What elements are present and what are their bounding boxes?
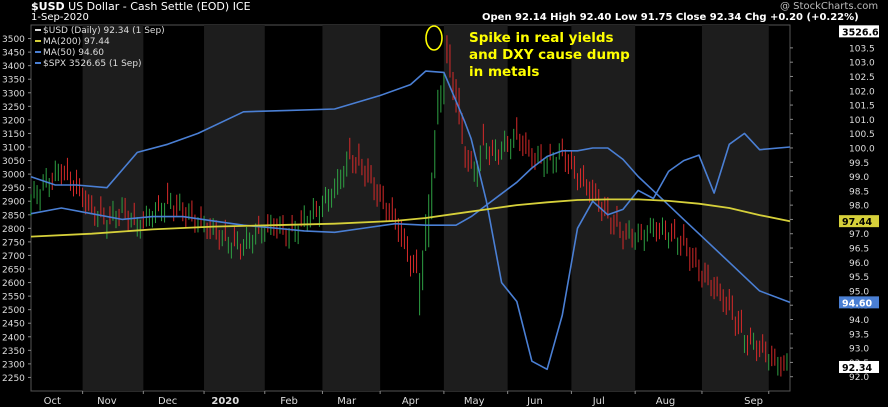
left-tick-label: 2900 (2, 198, 25, 208)
ohlc-readout: Open 92.14 High 92.40 Low 91.75 Close 92… (482, 12, 859, 23)
left-tick-label: 2500 (2, 306, 25, 316)
spike-highlight-circle (425, 25, 443, 51)
symbol: $USD (31, 0, 65, 13)
left-tick-label: 2800 (2, 225, 25, 235)
x-tick-label: May (464, 396, 485, 407)
legend-item: MA(50) 94.60 (43, 48, 104, 58)
right-tick-label: 96.0 (849, 259, 869, 269)
right-tick-label: 95.5 (849, 273, 869, 283)
symbol-name: US Dollar - Cash Settle (EOD) (68, 0, 230, 13)
left-tick-label: 2450 (2, 320, 25, 330)
x-tick-label: Jun (526, 396, 543, 407)
left-tick-label: 2350 (2, 347, 25, 357)
right-tick-label: 103.0 (849, 59, 875, 69)
legend-item: MA(200) 97.44 (43, 37, 110, 47)
annotation-text: Spike in real yields (469, 30, 614, 46)
left-tick-label: 3450 (2, 49, 25, 59)
right-tick-label: 96.5 (849, 245, 869, 255)
left-tick-label: 2850 (2, 211, 25, 221)
x-tick-label: Nov (97, 396, 117, 407)
right-tick-label: 93.0 (849, 345, 869, 355)
x-tick-label: Oct (44, 396, 61, 407)
x-tick-label: Aug (656, 396, 676, 407)
right-tick-label: 93.5 (849, 330, 869, 340)
left-tick-label: 2400 (2, 333, 25, 343)
last-value-label: 92.34 (842, 363, 872, 374)
left-tick-label: 2750 (2, 238, 25, 248)
left-tick-label: 3500 (2, 35, 25, 45)
series-line-ma-50- (30, 147, 791, 304)
x-tick-label: Dec (158, 396, 177, 407)
right-tick-label: 103.5 (849, 44, 875, 54)
left-tick-label: 3100 (2, 144, 25, 154)
x-tick-label: Jul (592, 396, 605, 407)
right-tick-label: 99.5 (849, 159, 869, 169)
plot-area (30, 24, 791, 392)
right-tick-label: 100.5 (849, 130, 875, 140)
x-tick-label: Feb (280, 396, 298, 407)
month-band (701, 25, 769, 391)
last-value-tag (839, 215, 879, 228)
right-tick-label: 101.0 (849, 116, 875, 126)
left-tick-label: 2600 (2, 279, 25, 289)
left-tick-label: 3000 (2, 171, 25, 181)
chart-title: $USD US Dollar - Cash Settle (EOD) ICE (31, 0, 251, 13)
watermark: @ StockCharts.com (780, 1, 879, 12)
right-tick-label: 100.0 (849, 144, 875, 154)
left-tick-label: 3200 (2, 116, 25, 126)
x-tick-label: Sep (744, 396, 763, 407)
last-value-tag (839, 296, 879, 309)
series-line-ma-200- (30, 198, 791, 238)
x-tick-label: Mar (337, 396, 357, 407)
left-tick-label: 3300 (2, 89, 25, 99)
month-band (322, 25, 381, 391)
left-tick-label: 3050 (2, 157, 25, 167)
last-value-label: 94.60 (842, 298, 872, 309)
last-value-label: 3526.65 (842, 27, 885, 38)
left-tick-label: 2550 (2, 293, 25, 303)
x-tick-label: Apr (402, 396, 420, 407)
right-tick-label: 94.0 (849, 316, 869, 326)
x-tick-label: 2020 (211, 396, 239, 407)
month-band (204, 25, 265, 391)
last-value-label: 97.44 (842, 217, 872, 228)
left-tick-label: 2950 (2, 184, 25, 194)
left-tick-label: 3150 (2, 130, 25, 140)
last-value-tag (839, 25, 879, 38)
right-tick-label: 102.0 (849, 87, 875, 97)
left-tick-label: 3250 (2, 103, 25, 113)
month-band (571, 25, 636, 391)
left-tick-label: 2250 (2, 374, 25, 384)
last-value-tag (839, 360, 879, 373)
right-tick-label: 102.5 (849, 73, 875, 83)
annotation-text: and DXY cause dump (469, 47, 630, 63)
right-tick-label: 98.0 (849, 202, 869, 212)
left-tick-label: 2700 (2, 252, 25, 262)
legend-item: $SPX 3526.65 (1 Sep) (43, 59, 142, 69)
exchange: ICE (232, 0, 251, 13)
right-tick-label: 97.0 (849, 230, 869, 240)
right-tick-label: 99.0 (849, 173, 869, 183)
left-tick-label: 2650 (2, 266, 25, 276)
left-tick-label: 3400 (2, 62, 25, 72)
right-tick-label: 98.5 (849, 187, 869, 197)
right-tick-label: 101.5 (849, 102, 875, 112)
right-tick-label: 92.0 (849, 373, 869, 383)
series-line--spx (30, 70, 791, 371)
legend-item: $USD (Daily) 92.34 (1 Sep) (43, 26, 165, 36)
right-tick-label: 95.0 (849, 287, 869, 297)
left-tick-label: 2300 (2, 360, 25, 370)
annotation-text: in metals (469, 64, 539, 80)
left-tick-label: 3350 (2, 76, 25, 86)
chart-date: 1-Sep-2020 (31, 12, 89, 23)
